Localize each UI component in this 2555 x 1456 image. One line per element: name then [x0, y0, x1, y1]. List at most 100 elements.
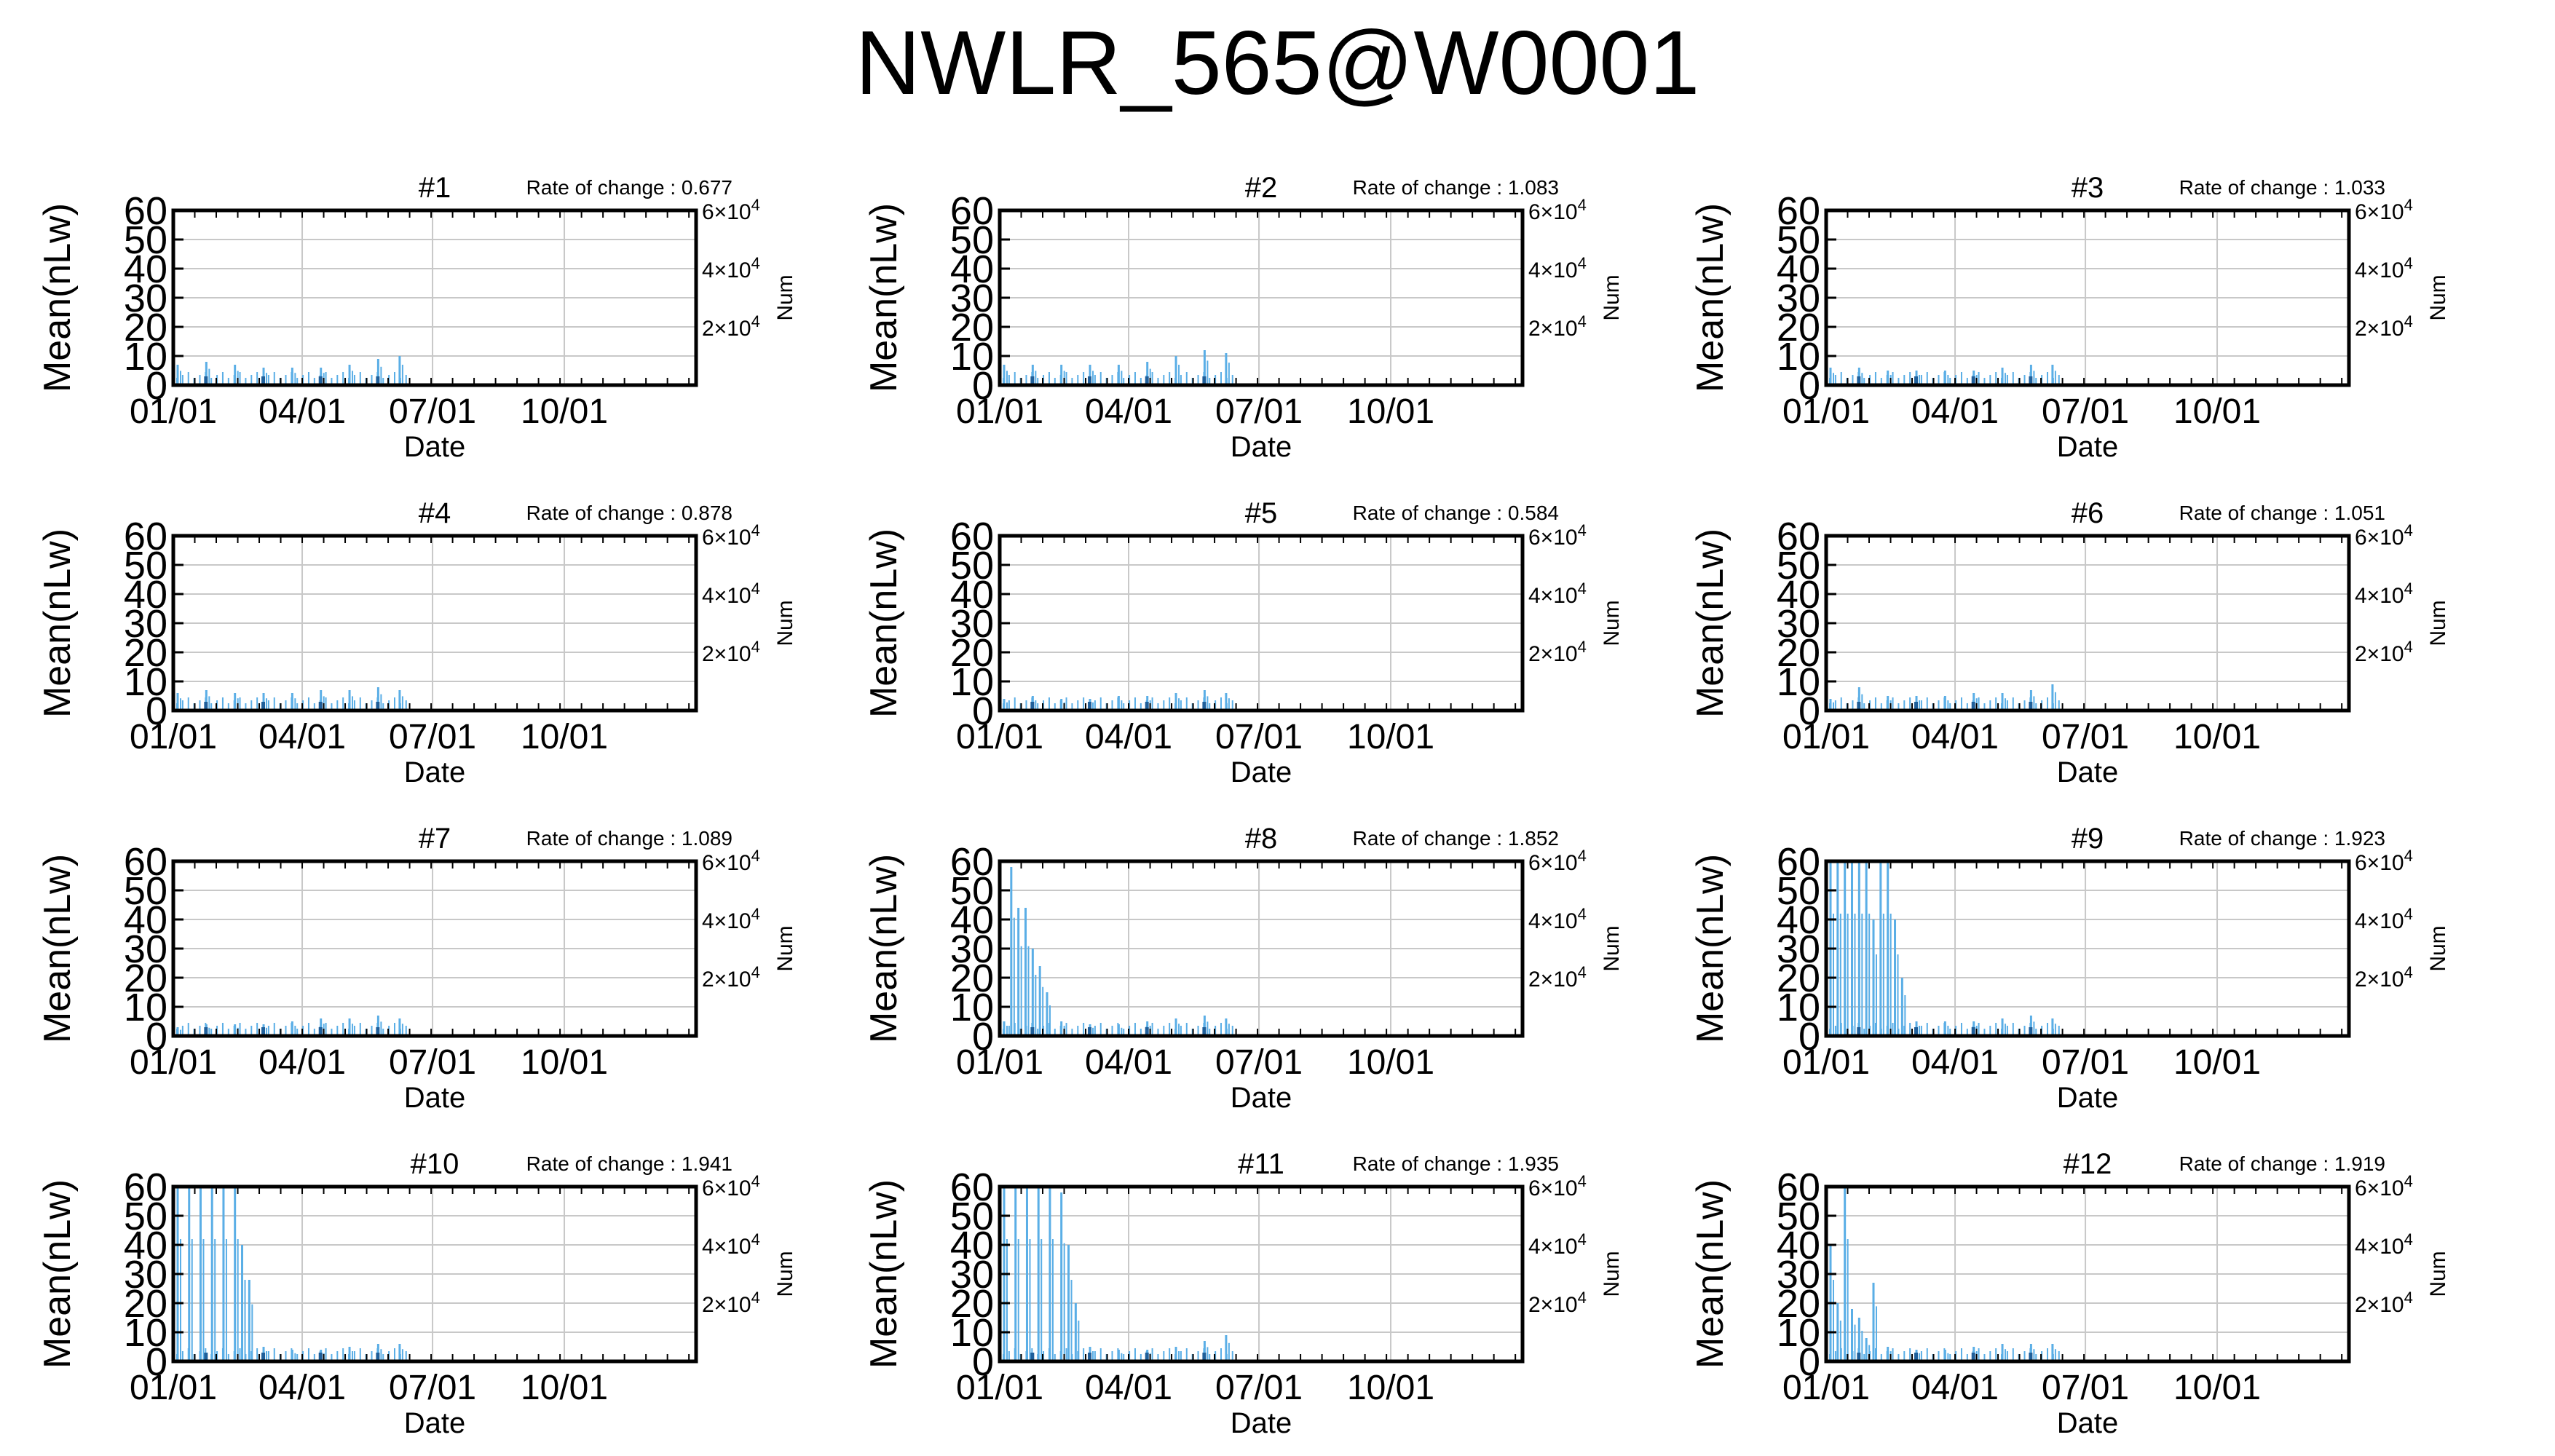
- num-marker: [1971, 1353, 1975, 1361]
- y-tick-label: 0: [1798, 1015, 1820, 1059]
- num-marker: [1145, 702, 1149, 711]
- y2-axis-label: Num: [2426, 600, 2450, 646]
- y-tick-label: 0: [972, 364, 994, 408]
- rate-of-change: Rate of change : 1.033: [2179, 176, 2385, 199]
- y2-axis-label: Num: [1600, 925, 1624, 971]
- y-tick-label: 20: [124, 1282, 167, 1326]
- x-tick-label: 07/01: [1215, 1369, 1303, 1407]
- y-tick-label: 20: [950, 1282, 994, 1326]
- y-axis-label: Mean(nLw): [863, 1179, 905, 1369]
- num-marker: [261, 1027, 266, 1036]
- y2-axis-label: Num: [2426, 1251, 2450, 1297]
- y-tick-label: 50: [950, 869, 994, 913]
- y-tick-label: 30: [950, 602, 994, 646]
- y2-axis-label: Num: [773, 925, 797, 971]
- subplot-title: #4: [419, 497, 451, 529]
- y-axis-label: Mean(nLw): [36, 203, 79, 392]
- rate-of-change: Rate of change : 1.089: [526, 827, 732, 850]
- x-tick-label: 04/01: [1911, 718, 1999, 756]
- x-tick-label: 10/01: [1347, 718, 1434, 756]
- y2-tick-label: 4×104: [2355, 1230, 2413, 1259]
- x-tick-label: 10/01: [2173, 392, 2261, 431]
- y2-tick-label: 4×104: [702, 1230, 760, 1259]
- y2-axis-label: Num: [773, 274, 797, 320]
- y-tick-label: 10: [950, 335, 994, 379]
- x-tick-label: 07/01: [389, 1043, 476, 1082]
- y2-tick-label: 6×104: [2355, 847, 2413, 875]
- num-marker: [1857, 1353, 1861, 1361]
- y2-tick-label: 2×104: [1528, 1289, 1587, 1317]
- num-marker: [1914, 1027, 1919, 1036]
- y-tick-label: 40: [950, 898, 994, 942]
- num-marker: [1202, 1027, 1207, 1036]
- y-tick-label: 40: [950, 1224, 994, 1267]
- num-marker: [2029, 702, 2033, 711]
- y2-tick-label: 4×104: [2355, 579, 2413, 608]
- x-tick-label: 04/01: [258, 392, 346, 431]
- y-tick-label: 30: [1777, 927, 1820, 971]
- y2-axis-label: Num: [1600, 274, 1624, 320]
- y2-tick-label: 6×104: [2355, 196, 2413, 224]
- y-tick-label: 60: [124, 1166, 167, 1209]
- x-tick-label: 01/01: [956, 392, 1043, 431]
- x-tick-label: 07/01: [2042, 392, 2129, 431]
- num-marker: [1857, 702, 1861, 711]
- x-tick-label: 07/01: [2042, 718, 2129, 756]
- x-tick-label: 04/01: [1085, 718, 1172, 756]
- x-tick-label: 07/01: [1215, 392, 1303, 431]
- y2-tick-label: 4×104: [702, 254, 760, 282]
- num-marker: [1202, 702, 1207, 711]
- x-axis-label: Date: [404, 431, 466, 463]
- num-marker: [318, 376, 323, 385]
- y2-tick-label: 2×104: [702, 963, 760, 992]
- x-tick-label: 01/01: [956, 1043, 1043, 1082]
- rate-of-change: Rate of change : 1.941: [526, 1152, 732, 1175]
- y-tick-label: 60: [1777, 840, 1820, 884]
- y-tick-label: 10: [1777, 1311, 1820, 1355]
- num-marker: [1857, 376, 1861, 385]
- num-marker: [376, 702, 380, 711]
- y-tick-label: 0: [1798, 1340, 1820, 1384]
- y-tick-label: 20: [1777, 957, 1820, 1000]
- y-axis-label: Mean(nLw): [863, 529, 905, 718]
- y-tick-label: 50: [124, 869, 167, 913]
- y-tick-label: 10: [124, 1311, 167, 1355]
- x-tick-label: 04/01: [1911, 1369, 1999, 1407]
- y2-tick-label: 2×104: [702, 312, 760, 341]
- y-tick-label: 0: [1798, 364, 1820, 408]
- x-tick-label: 07/01: [2042, 1369, 2129, 1407]
- x-tick-label: 07/01: [1215, 1043, 1303, 1082]
- y-axis-label: Mean(nLw): [1689, 529, 1731, 718]
- num-marker: [1145, 376, 1149, 385]
- x-tick-label: 01/01: [130, 392, 217, 431]
- y-tick-label: 30: [124, 277, 167, 320]
- x-tick-label: 04/01: [1911, 1043, 1999, 1082]
- x-tick-label: 04/01: [1911, 392, 1999, 431]
- y2-tick-label: 6×104: [1528, 1172, 1587, 1200]
- y-tick-label: 60: [950, 515, 994, 558]
- y-tick-label: 30: [124, 927, 167, 971]
- num-marker: [318, 1353, 323, 1361]
- y-tick-label: 10: [950, 660, 994, 704]
- y-tick-label: 60: [124, 840, 167, 884]
- y2-tick-label: 6×104: [1528, 847, 1587, 875]
- x-tick-label: 01/01: [130, 1043, 217, 1082]
- num-marker: [1971, 702, 1975, 711]
- num-marker: [1088, 1353, 1092, 1361]
- x-tick-label: 01/01: [956, 1369, 1043, 1407]
- num-marker: [1914, 376, 1919, 385]
- y2-tick-label: 4×104: [2355, 254, 2413, 282]
- x-tick-label: 04/01: [258, 1369, 346, 1407]
- subplot-title: #8: [1245, 823, 1278, 855]
- num-marker: [204, 1027, 208, 1036]
- y-tick-label: 40: [1777, 248, 1820, 291]
- y2-tick-label: 2×104: [702, 1289, 760, 1317]
- y-tick-label: 50: [950, 544, 994, 587]
- y-tick-label: 40: [1777, 1224, 1820, 1267]
